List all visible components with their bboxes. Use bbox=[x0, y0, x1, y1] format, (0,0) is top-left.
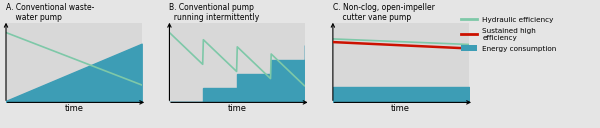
Text: A. Conventional waste-
    water pump: A. Conventional waste- water pump bbox=[6, 3, 94, 22]
Text: B. Conventional pump
  running intermittently: B. Conventional pump running intermitten… bbox=[169, 3, 260, 22]
Text: C. Non-clog, open-impeller
    cutter vane pump: C. Non-clog, open-impeller cutter vane p… bbox=[333, 3, 435, 22]
Polygon shape bbox=[169, 45, 305, 102]
X-axis label: time: time bbox=[64, 104, 83, 113]
X-axis label: time: time bbox=[228, 104, 247, 113]
Legend: Hydraulic efficiency, Sustained high
efficiency, Energy consumption: Hydraulic efficiency, Sustained high eff… bbox=[461, 16, 557, 52]
X-axis label: time: time bbox=[391, 104, 410, 113]
